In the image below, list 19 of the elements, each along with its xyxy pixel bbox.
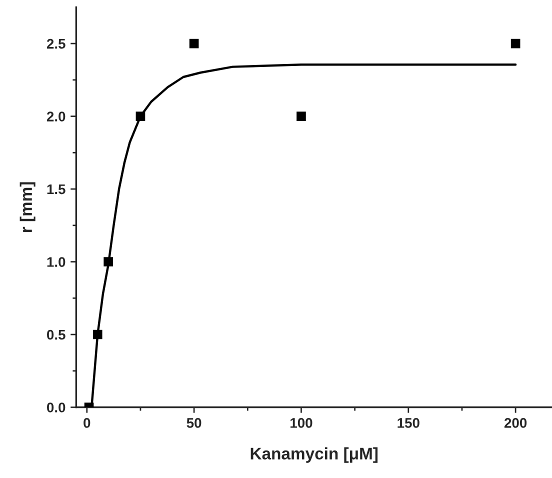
y-tick-label: 0.5 <box>47 330 66 340</box>
x-tick-label: 200 <box>504 418 527 428</box>
y-tick-label: 2.5 <box>46 38 66 49</box>
point <box>510 38 520 48</box>
point <box>92 330 102 340</box>
y-tick-label: 1.5 <box>47 184 66 194</box>
x-tick-label: 50 <box>186 418 202 428</box>
point <box>296 112 306 121</box>
text: 0.0 <box>47 402 66 412</box>
x-tick-label: 150 <box>398 418 420 428</box>
y-tick-label: 1.0 <box>47 257 66 267</box>
point <box>136 112 146 121</box>
point <box>104 257 113 266</box>
x-tick-label: 100 <box>290 418 312 428</box>
x-tick-label: 0 <box>84 418 90 428</box>
y-axis-title: r [mm] <box>20 182 36 232</box>
x-axis-title: Kanamycin [μM] <box>250 447 378 463</box>
y-tick-label: 2.0 <box>46 112 66 122</box>
point <box>189 38 199 48</box>
